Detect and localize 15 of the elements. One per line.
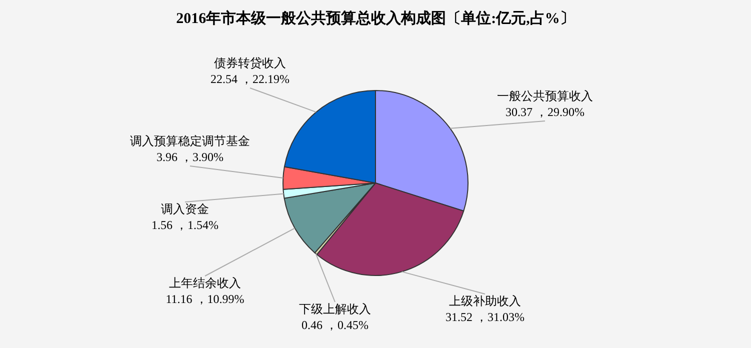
slice-label: 债券转贷收入	[214, 56, 286, 70]
data-label: 1.56 ，1.54%	[152, 218, 218, 232]
slice-label: 下级上解收入	[299, 302, 371, 316]
data-label: 0.46 ，0.45%	[302, 318, 368, 332]
slice-label: 调入预算稳定调节基金	[130, 134, 250, 148]
data-label: 31.52 ，31.03%	[446, 310, 524, 324]
slice-label: 上级补助收入	[449, 294, 521, 308]
slice-label: 上年结余收入	[169, 276, 241, 290]
slice-label: 一般公共预算收入	[497, 89, 593, 104]
data-label: 3.96 ，3.90%	[156, 150, 224, 164]
chart-title: 2016年市本级一般公共预算总收入构成图〔单位:亿元,占%〕	[176, 8, 575, 27]
data-label: 30.37 ，29.90%	[506, 105, 584, 120]
data-label: 11.16 ，10.99%	[166, 292, 244, 306]
slice-label: 调入资金	[161, 202, 209, 216]
data-label: 22.54 ，22.19%	[210, 72, 290, 86]
